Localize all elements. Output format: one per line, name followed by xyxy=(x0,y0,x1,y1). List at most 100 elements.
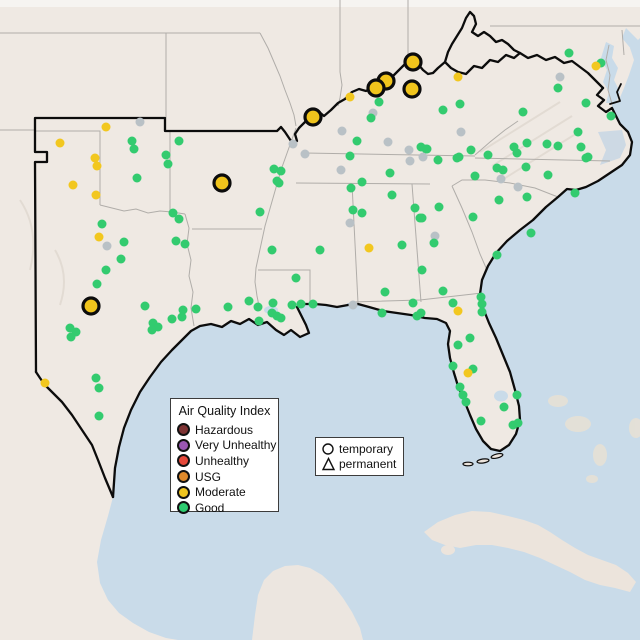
monitor-dot-good[interactable] xyxy=(494,195,504,205)
monitor-dot-no-data[interactable] xyxy=(430,231,440,241)
monitor-dot-moderate[interactable] xyxy=(453,306,463,316)
temporary-monitor-moderate[interactable] xyxy=(366,78,386,98)
monitor-dot-good[interactable] xyxy=(346,183,356,193)
monitor-dot-good[interactable] xyxy=(132,173,142,183)
monitor-dot-no-data[interactable] xyxy=(300,149,310,159)
monitor-dot-no-data[interactable] xyxy=(383,137,393,147)
monitor-dot-good[interactable] xyxy=(357,177,367,187)
monitor-dot-good[interactable] xyxy=(377,308,387,318)
monitor-dot-good[interactable] xyxy=(147,325,157,335)
monitor-dot-good[interactable] xyxy=(357,208,367,218)
monitor-dot-no-data[interactable] xyxy=(345,218,355,228)
monitor-dot-no-data[interactable] xyxy=(336,165,346,175)
monitor-dot-good[interactable] xyxy=(345,151,355,161)
monitor-dot-no-data[interactable] xyxy=(404,145,414,155)
monitor-dot-good[interactable] xyxy=(512,148,522,158)
monitor-dot-good[interactable] xyxy=(174,136,184,146)
monitor-dot-good[interactable] xyxy=(191,304,201,314)
monitor-dot-good[interactable] xyxy=(101,265,111,275)
monitor-dot-good[interactable] xyxy=(438,105,448,115)
monitor-dot-good[interactable] xyxy=(476,292,486,302)
monitor-dot-good[interactable] xyxy=(438,286,448,296)
monitor-dot-good[interactable] xyxy=(94,411,104,421)
monitor-dot-good[interactable] xyxy=(91,373,101,383)
monitor-dot-good[interactable] xyxy=(177,312,187,322)
monitor-dot-good[interactable] xyxy=(429,238,439,248)
monitor-dot-good[interactable] xyxy=(140,301,150,311)
monitor-dot-good[interactable] xyxy=(542,139,552,149)
monitor-dot-good[interactable] xyxy=(470,171,480,181)
monitor-dot-good[interactable] xyxy=(274,178,284,188)
monitor-dot-no-data[interactable] xyxy=(288,139,298,149)
monitor-dot-moderate[interactable] xyxy=(591,61,601,71)
monitor-dot-good[interactable] xyxy=(348,205,358,215)
monitor-dot-good[interactable] xyxy=(223,302,233,312)
monitor-dot-good[interactable] xyxy=(453,340,463,350)
monitor-dot-moderate[interactable] xyxy=(364,243,374,253)
temporary-monitor-moderate[interactable] xyxy=(303,107,323,127)
monitor-dot-good[interactable] xyxy=(448,298,458,308)
monitor-dot-good[interactable] xyxy=(455,99,465,109)
monitor-dot-good[interactable] xyxy=(315,245,325,255)
monitor-dot-good[interactable] xyxy=(422,144,432,154)
monitor-dot-good[interactable] xyxy=(498,165,508,175)
monitor-dot-good[interactable] xyxy=(564,48,574,58)
monitor-dot-good[interactable] xyxy=(374,97,384,107)
monitor-dot-good[interactable] xyxy=(276,313,286,323)
monitor-dot-good[interactable] xyxy=(553,83,563,93)
monitor-dot-good[interactable] xyxy=(244,296,254,306)
monitor-dot-moderate[interactable] xyxy=(92,161,102,171)
monitor-dot-good[interactable] xyxy=(127,136,137,146)
monitor-dot-good[interactable] xyxy=(512,390,522,400)
monitor-dot-good[interactable] xyxy=(366,113,376,123)
monitor-dot-good[interactable] xyxy=(455,382,465,392)
monitor-dot-good[interactable] xyxy=(417,213,427,223)
monitor-dot-good[interactable] xyxy=(174,214,184,224)
monitor-dot-good[interactable] xyxy=(581,98,591,108)
monitor-dot-moderate[interactable] xyxy=(345,92,355,102)
monitor-dot-no-data[interactable] xyxy=(135,117,145,127)
monitor-dot-good[interactable] xyxy=(454,152,464,162)
monitor-dot-good[interactable] xyxy=(296,299,306,309)
monitor-dot-good[interactable] xyxy=(276,166,286,176)
monitor-dot-good[interactable] xyxy=(477,299,487,309)
monitor-dot-good[interactable] xyxy=(267,245,277,255)
monitor-dot-good[interactable] xyxy=(269,164,279,174)
monitor-dot-good[interactable] xyxy=(483,150,493,160)
monitor-dot-good[interactable] xyxy=(254,316,264,326)
monitor-dot-good[interactable] xyxy=(168,208,178,218)
monitor-dot-good[interactable] xyxy=(466,145,476,155)
monitor-dot-good[interactable] xyxy=(417,265,427,275)
monitor-dot-moderate[interactable] xyxy=(91,190,101,200)
monitor-dot-good[interactable] xyxy=(116,254,126,264)
monitor-dot-moderate[interactable] xyxy=(55,138,65,148)
monitor-dot-good[interactable] xyxy=(171,236,181,246)
monitor-dot-good[interactable] xyxy=(477,307,487,317)
monitor-dot-good[interactable] xyxy=(268,298,278,308)
monitor-dot-good[interactable] xyxy=(129,144,139,154)
monitor-dot-good[interactable] xyxy=(434,202,444,212)
monitor-dot-good[interactable] xyxy=(526,228,536,238)
monitor-dot-good[interactable] xyxy=(253,302,263,312)
monitor-dot-good[interactable] xyxy=(387,190,397,200)
monitor-dot-good[interactable] xyxy=(97,219,107,229)
monitor-dot-good[interactable] xyxy=(352,136,362,146)
monitor-dot-no-data[interactable] xyxy=(348,300,358,310)
monitor-dot-good[interactable] xyxy=(576,142,586,152)
monitor-dot-good[interactable] xyxy=(92,279,102,289)
monitor-dot-good[interactable] xyxy=(287,300,297,310)
monitor-dot-no-data[interactable] xyxy=(456,127,466,137)
monitor-dot-good[interactable] xyxy=(570,188,580,198)
temporary-monitor-moderate[interactable] xyxy=(81,296,101,316)
monitor-dot-good[interactable] xyxy=(66,332,76,342)
monitor-dot-good[interactable] xyxy=(291,273,301,283)
monitor-dot-good[interactable] xyxy=(518,107,528,117)
monitor-dot-good[interactable] xyxy=(499,402,509,412)
monitor-dot-good[interactable] xyxy=(397,240,407,250)
monitor-dot-moderate[interactable] xyxy=(68,180,78,190)
monitor-dot-good[interactable] xyxy=(308,299,318,309)
monitor-dot-good[interactable] xyxy=(119,237,129,247)
monitor-dot-good[interactable] xyxy=(161,150,171,160)
monitor-dot-good[interactable] xyxy=(522,138,532,148)
